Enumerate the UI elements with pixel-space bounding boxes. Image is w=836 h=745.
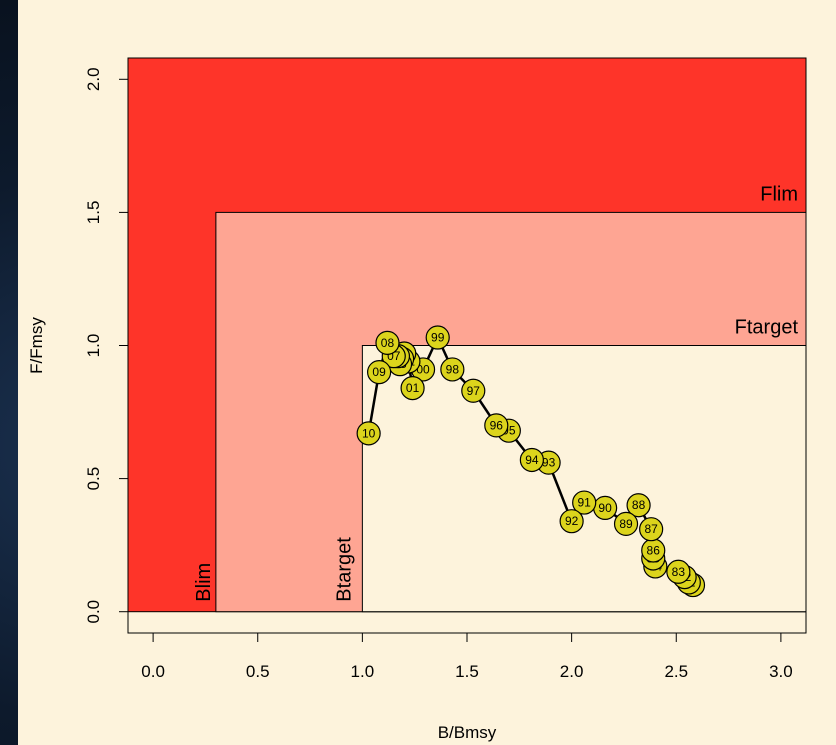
data-point: 91 — [572, 490, 597, 515]
y-tick-label: 0.0 — [84, 600, 103, 624]
x-tick-label: 2.5 — [664, 662, 688, 681]
x-tick-label: 1.0 — [351, 662, 375, 681]
data-point: 09 — [367, 360, 392, 385]
data-point-label: 86 — [647, 543, 661, 557]
y-tick-label: 1.5 — [84, 201, 103, 225]
data-point-label: 01 — [406, 381, 420, 395]
data-point-marker — [440, 357, 465, 382]
data-point: 99 — [425, 325, 450, 350]
data-point: 96 — [484, 413, 509, 438]
data-point-marker — [425, 325, 450, 350]
data-point-label: 89 — [619, 517, 633, 531]
data-point-label: 96 — [490, 418, 504, 432]
y-axis-title: F/Fmsy — [27, 317, 46, 374]
data-point: 86 — [641, 538, 666, 563]
data-point: 08 — [375, 330, 400, 355]
data-point-label: 87 — [644, 522, 658, 536]
y-tick-label: 0.5 — [84, 467, 103, 491]
data-point-label: 09 — [372, 365, 386, 379]
data-point-marker — [666, 559, 691, 584]
data-point-label: 00 — [416, 362, 430, 376]
data-point: 92 — [559, 509, 584, 534]
data-point: 90 — [593, 495, 618, 520]
data-point: 98 — [440, 357, 465, 382]
data-point-label: 93 — [542, 456, 556, 470]
data-point-label: 88 — [632, 498, 646, 512]
data-point-label: 10 — [362, 426, 376, 440]
data-point-marker — [613, 511, 639, 536]
x-tick-label: 0.5 — [246, 662, 270, 681]
data-point-marker — [639, 517, 664, 542]
flim-label: Flim — [760, 183, 798, 205]
data-point: 89 — [613, 511, 639, 536]
blim-label: Blim — [193, 563, 215, 602]
data-point-label: 94 — [525, 453, 539, 467]
x-axis: 0.0 0.5 1.0 1.5 2.0 2.5 3.0 — [141, 632, 793, 681]
ftarget-label: Ftarget — [735, 317, 799, 339]
data-point: 88 — [626, 493, 651, 518]
data-point-label: 08 — [381, 336, 395, 350]
zone-layer — [127, 57, 807, 613]
data-point-marker — [367, 360, 392, 385]
data-point-label: 90 — [598, 501, 612, 515]
data-point-label: 91 — [578, 496, 592, 510]
point-markers: 8081828384858687888990919293949596979899… — [356, 325, 706, 598]
y-tick-label: 1.0 — [84, 334, 103, 358]
data-point: 83 — [666, 559, 691, 584]
x-tick-label: 2.0 — [560, 662, 584, 681]
x-axis-title: B/Bmsy — [438, 723, 497, 742]
data-point: 87 — [639, 517, 664, 542]
reference-labels: Blim Btarget Flim Ftarget — [193, 183, 799, 601]
data-point-marker — [626, 493, 651, 518]
data-point-marker — [484, 413, 509, 438]
x-tick-label: 1.5 — [455, 662, 479, 681]
btarget-label: Btarget — [333, 537, 355, 602]
data-point-label: 98 — [446, 362, 460, 376]
data-point: 97 — [461, 378, 486, 403]
data-point: 94 — [519, 447, 544, 473]
data-point-label: 99 — [431, 331, 445, 345]
data-point: 10 — [356, 421, 381, 446]
data-point-marker — [356, 421, 381, 446]
data-point-marker — [400, 375, 425, 401]
data-point-label: 83 — [672, 565, 686, 579]
x-tick-label: 3.0 — [769, 662, 793, 681]
y-axis: 0.0 0.5 1.0 1.5 2.0 — [84, 67, 129, 624]
x-tick-label: 0.0 — [141, 662, 165, 681]
data-point-marker — [461, 378, 486, 403]
data-point-marker — [559, 509, 584, 534]
data-point: 01 — [400, 375, 425, 401]
data-point-marker — [375, 330, 400, 355]
y-tick-label: 2.0 — [84, 67, 103, 91]
data-point-marker — [519, 447, 544, 473]
data-point-marker — [572, 490, 597, 515]
safe-zone — [361, 345, 807, 613]
data-point-label: 92 — [565, 514, 579, 528]
data-point-label: 97 — [467, 384, 481, 398]
